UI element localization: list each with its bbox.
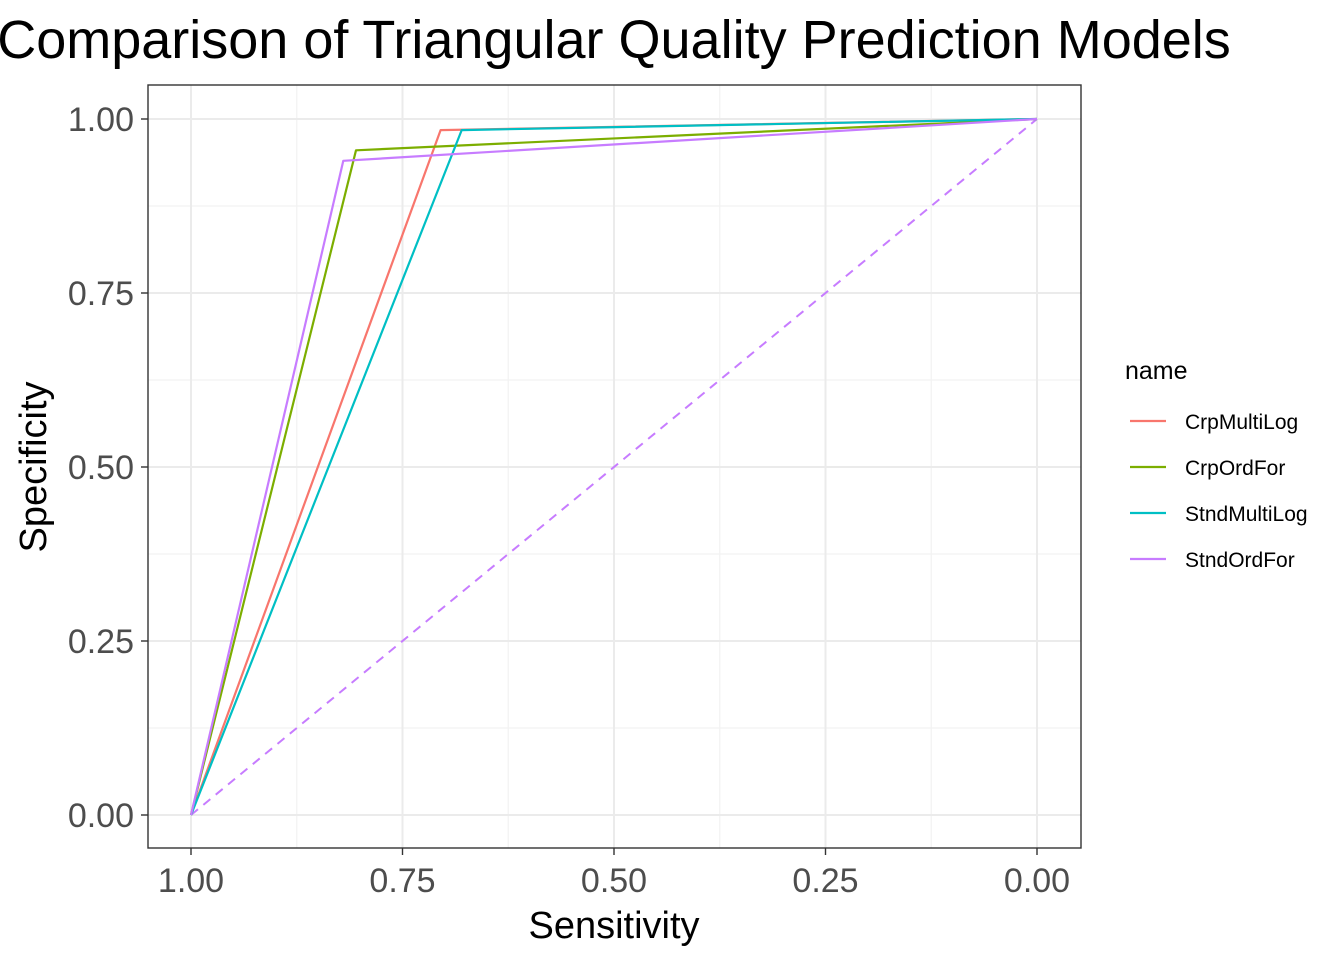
legend-label: CrpOrdFor: [1185, 457, 1285, 480]
y-axis-ticks: 0.00 0.25 0.50 0.75 1.00: [68, 101, 148, 835]
y-tick-label: 0.75: [68, 275, 134, 313]
reference-diagonal-line: [190, 118, 1038, 816]
series-line-crpordfor: [189, 117, 1038, 816]
legend-label: CrpMultiLog: [1185, 411, 1298, 434]
y-tick-label: 0.50: [68, 449, 134, 487]
legend-items: CrpMultiLog CrpOrdFor StndMultiLog StndOrdF…: [1130, 411, 1308, 572]
legend-item: CrpOrdFor: [1130, 457, 1285, 480]
y-tick-label: 0.00: [68, 797, 134, 835]
x-axis-ticks: 1.00 0.75 0.50 0.25 0.00: [158, 848, 1070, 900]
legend: name CrpMultiLog CrpOrdFor StndMultiLog Stn…: [1125, 357, 1308, 572]
y-axis-title: Specificity: [13, 381, 55, 552]
legend-item: CrpMultiLog: [1130, 411, 1298, 434]
x-tick-label: 1.00: [158, 862, 224, 900]
chart-title: Comparison of Triangular Quality Predict…: [0, 10, 1231, 70]
legend-label: StndOrdFor: [1185, 549, 1295, 572]
legend-item: StndMultiLog: [1130, 503, 1308, 526]
y-tick-label: 1.00: [68, 101, 134, 139]
x-tick-label: 0.25: [792, 862, 858, 900]
x-tick-label: 0.00: [1004, 862, 1070, 900]
legend-label: StndMultiLog: [1185, 503, 1308, 526]
series-line-stndmultilog: [189, 117, 1038, 816]
series-layer: [189, 117, 1038, 816]
x-tick-label: 0.50: [581, 862, 647, 900]
reference-line-layer: [190, 118, 1038, 816]
grid-major: [148, 85, 1081, 848]
series-line-stndordfor: [189, 117, 1038, 816]
legend-item: StndOrdFor: [1130, 549, 1295, 572]
x-axis-title: Sensitivity: [528, 905, 699, 947]
x-tick-label: 0.75: [369, 862, 435, 900]
legend-title: name: [1125, 357, 1188, 385]
y-tick-label: 0.25: [68, 623, 134, 661]
